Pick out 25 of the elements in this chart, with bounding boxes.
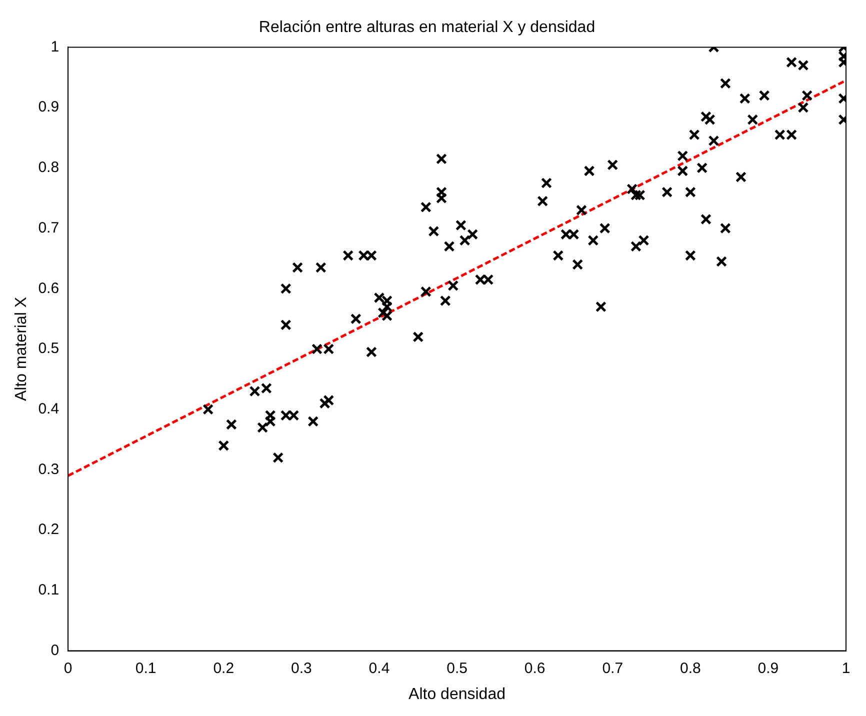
y-tick-label: 0.1: [38, 582, 60, 599]
y-tick-label: 0.6: [38, 280, 60, 297]
y-tick-label: 0.3: [38, 460, 60, 478]
y-tick-label: 1: [50, 38, 60, 56]
x-tick-label: 0.4: [368, 660, 390, 677]
x-tick-label: 0.7: [602, 660, 624, 677]
x-tick-label: 0.5: [446, 660, 468, 677]
x-tick-label: 0.8: [680, 660, 701, 677]
y-tick-label: 0.5: [38, 340, 60, 358]
x-tick-label: 0.3: [291, 660, 312, 677]
x-axis-title: Alto densidad: [408, 686, 506, 703]
y-tick-label: 0.9: [38, 98, 60, 116]
y-axis-title: Alto material X: [13, 296, 30, 402]
y-tick-label: 0.8: [38, 159, 60, 176]
y-tick-label: 0.4: [38, 400, 60, 418]
x-tick-label: 0.9: [758, 660, 779, 677]
x-tick-label: 0: [64, 660, 72, 677]
x-tick-label: 0.1: [135, 660, 156, 677]
x-tick-label: 0.2: [213, 660, 234, 677]
x-tick-label: 0.6: [524, 660, 546, 677]
y-tick-label: 0.7: [38, 219, 60, 236]
y-tick-label: 0: [50, 642, 60, 659]
y-tick-label: 0.2: [38, 521, 60, 538]
chart-title: Relación entre alturas en material X y densidad: [258, 19, 596, 36]
x-tick-label: 1: [842, 660, 850, 677]
